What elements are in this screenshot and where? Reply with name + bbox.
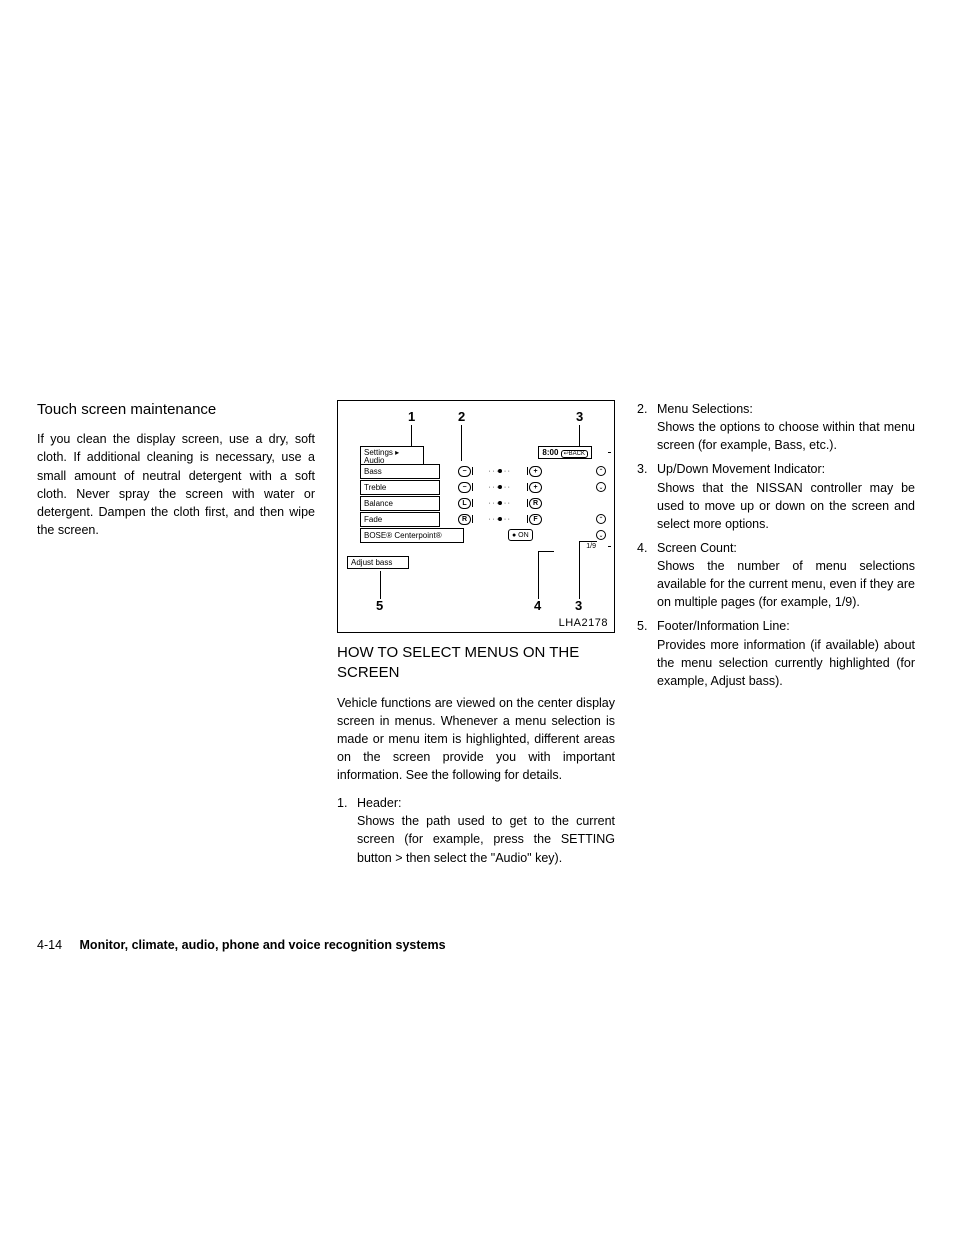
fig-leader-4 <box>538 551 539 599</box>
fig-treble-label: Treble <box>360 480 440 495</box>
column-3: 2. Menu Selections: Shows the options to… <box>637 400 915 873</box>
item4-title: Screen Count: <box>657 539 915 557</box>
fig-balance-label: Balance <box>360 496 440 511</box>
fig-page-indicator: 1/9 <box>586 543 596 550</box>
fig-leader-2 <box>461 425 462 461</box>
fig-row-fade: Fade R ······ F <box>360 512 594 527</box>
fig-balance-r: R <box>529 498 542 509</box>
item1-body: Shows the path used to get to the curren… <box>357 814 615 864</box>
fig-leader-3bh <box>579 541 597 542</box>
fig-row-treble: Treble − ······ + <box>360 480 594 495</box>
item2-body: Shows the options to choose within that … <box>657 420 915 452</box>
fig-bass-minus: − <box>458 466 471 477</box>
fig-fade-r: R <box>458 514 471 525</box>
item2-title: Menu Selections: <box>657 400 915 418</box>
fig-fade-f: F <box>529 514 542 525</box>
fig-row-bass: Bass − ······ + <box>360 464 594 479</box>
footer-section-title: Monitor, climate, audio, phone and voice… <box>80 938 446 952</box>
fig-treble-minus: − <box>458 482 471 493</box>
item5-title: Footer/Information Line: <box>657 617 915 635</box>
fig-bose-label: BOSE® Centerpoint® <box>360 528 464 543</box>
column-2: 1 2 3 Settings ▸ Audio 8:00 ↩BACK Bass − <box>337 400 615 873</box>
item3-body: Shows that the NISSAN controller may be … <box>657 481 915 531</box>
list-item-5: 5. Footer/Information Line: Provides mor… <box>637 617 915 690</box>
fig-back-text: BACK <box>569 451 585 457</box>
touch-screen-para: If you clean the display screen, use a d… <box>37 430 315 539</box>
figure-id-label: LHA2178 <box>559 617 608 629</box>
item4-body: Shows the number of menu selections avai… <box>657 559 915 609</box>
fig-tick-bottom <box>608 546 611 547</box>
item5-body: Provides more information (if available)… <box>657 638 915 688</box>
item3-num: 3. <box>637 460 657 533</box>
footer-page-number: 4-14 <box>37 938 62 952</box>
fig-bass-label: Bass <box>360 464 440 479</box>
fig-num-4: 4 <box>534 598 541 613</box>
fig-leader-5 <box>380 571 381 599</box>
fig-num-3: 3 <box>576 409 583 424</box>
fig-balance-l: L <box>458 498 471 509</box>
item5-num: 5. <box>637 617 657 690</box>
list-item-3: 3. Up/Down Movement Indicator: Shows tha… <box>637 460 915 533</box>
fig-bass-plus: + <box>529 466 542 477</box>
fig-fade-label: Fade <box>360 512 440 527</box>
fig-tick-top <box>608 452 611 453</box>
item1-num: 1. <box>337 794 357 867</box>
fig-time-text: 8:00 <box>542 448 558 457</box>
item3-title: Up/Down Movement Indicator: <box>657 460 915 478</box>
how-to-select-para: Vehicle functions are viewed on the cent… <box>337 694 615 785</box>
touch-screen-heading: Touch screen maintenance <box>37 400 315 420</box>
list-item-4: 4. Screen Count: Shows the number of men… <box>637 539 915 612</box>
fig-cap-4: ⌄ <box>596 530 606 540</box>
fig-num-5: 5 <box>376 598 383 613</box>
fig-leader-3 <box>579 425 580 447</box>
fig-footer-btn: Adjust bass <box>347 556 409 569</box>
how-to-select-heading: HOW TO SELECT MENUS ON THE SCREEN <box>337 643 615 684</box>
fig-row-balance: Balance L ······ R <box>360 496 594 511</box>
item1-title: Header: <box>357 794 615 812</box>
list-item-1: 1. Header: Shows the path used to get to… <box>337 794 615 867</box>
fig-header-time: 8:00 ↩BACK <box>538 446 592 459</box>
screen-figure: 1 2 3 Settings ▸ Audio 8:00 ↩BACK Bass − <box>337 400 615 633</box>
fig-bose-on: ● ON <box>508 529 533 541</box>
column-1: Touch screen maintenance If you clean th… <box>37 400 315 873</box>
fig-cap-1: ⌃ <box>596 466 606 476</box>
fig-num-2: 2 <box>458 409 465 424</box>
fig-cap-3: ⌃ <box>596 514 606 524</box>
fig-num-3b: 3 <box>575 598 582 613</box>
fig-leader-3b <box>579 541 580 599</box>
fig-cap-2: ⌄ <box>596 482 606 492</box>
fig-treble-plus: + <box>529 482 542 493</box>
content-columns: Touch screen maintenance If you clean th… <box>37 400 917 873</box>
list-item-2: 2. Menu Selections: Shows the options to… <box>637 400 915 454</box>
item4-num: 4. <box>637 539 657 612</box>
page-footer: 4-14 Monitor, climate, audio, phone and … <box>37 938 917 952</box>
fig-num-1: 1 <box>408 409 415 424</box>
fig-leader-4h <box>538 551 554 552</box>
item2-num: 2. <box>637 400 657 454</box>
fig-row-bose: BOSE® Centerpoint® ● ON <box>360 528 594 543</box>
